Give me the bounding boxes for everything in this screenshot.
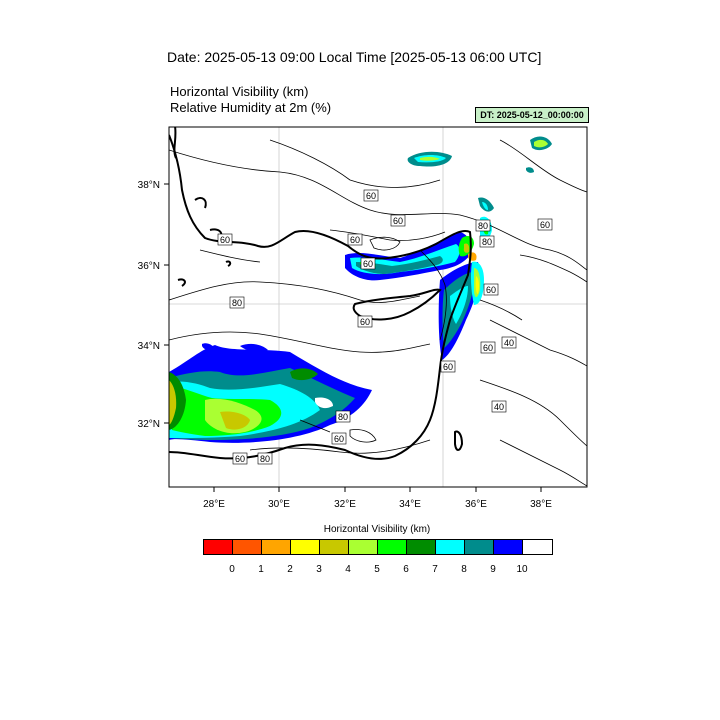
lat-label: 38°N — [138, 180, 160, 191]
colorbar-swatch — [436, 540, 465, 554]
lon-label: 36°E — [465, 499, 487, 510]
svg-text:80: 80 — [232, 298, 242, 308]
colorbar-swatch — [291, 540, 320, 554]
colorbar-swatch — [204, 540, 233, 554]
contour-label: 60 — [390, 214, 406, 227]
contour-label: 40 — [491, 400, 507, 413]
contour-label: 80 — [335, 410, 351, 423]
svg-text:60: 60 — [220, 235, 230, 245]
svg-text:60: 60 — [235, 454, 245, 464]
colorbar-label: 6 — [403, 564, 409, 575]
svg-text:60: 60 — [443, 362, 453, 372]
contour-label: 60 — [347, 233, 363, 246]
colorbar-title: Horizontal Visibility (km) — [323, 524, 431, 535]
contour-label: 60 — [232, 452, 248, 465]
colorbar-label: 10 — [516, 564, 528, 575]
lon-label: 32°E — [334, 499, 356, 510]
svg-text:40: 40 — [494, 402, 504, 412]
visibility-shading-libya — [169, 343, 372, 443]
svg-text:60: 60 — [483, 343, 493, 353]
contour-label: 60 — [331, 432, 347, 445]
contour-label: 60 — [360, 257, 376, 270]
coastline — [169, 127, 472, 460]
contour-label: 60 — [480, 341, 496, 354]
contour-label: 80 — [479, 235, 495, 248]
svg-text:60: 60 — [350, 235, 360, 245]
visibility-shading-anatolia — [407, 136, 552, 173]
field-label-humidity: Relative Humidity at 2m (%) — [170, 100, 332, 115]
svg-text:40: 40 — [504, 338, 514, 348]
svg-text:60: 60 — [363, 259, 373, 269]
contour-label: 60 — [357, 315, 373, 328]
chart-title: Date: 2025-05-13 09:00 Local Time [2025-… — [167, 49, 542, 65]
colorbar — [203, 539, 553, 555]
lat-label: 32°N — [138, 419, 160, 430]
colorbar-label: 9 — [490, 564, 496, 575]
svg-text:60: 60 — [334, 434, 344, 444]
svg-text:80: 80 — [260, 454, 270, 464]
colorbar-swatch — [523, 540, 552, 554]
contour-label: 80 — [475, 219, 491, 232]
contour-label: 60 — [0, 0, 5, 2]
contour-label: 60 — [440, 360, 456, 373]
lat-label: 34°N — [138, 341, 160, 352]
colorbar-label: 8 — [461, 564, 467, 575]
contour-label: 60 — [537, 218, 553, 231]
colorbar-swatch — [262, 540, 291, 554]
field-label-visibility: Horizontal Visibility (km) — [170, 84, 309, 99]
svg-text:80: 80 — [338, 412, 348, 422]
axis-labels: 28°E 30°E 32°E 34°E 36°E 38°E 38°N 36°N … — [138, 180, 553, 510]
colorbar-swatch — [349, 540, 378, 554]
contour-label-group: 60 60 60 60 60 80 80 60 60 60 40 60 80 8… — [0, 0, 553, 465]
contour-label: 40 — [501, 336, 517, 349]
colorbar-label: 4 — [345, 564, 351, 575]
lat-label: 36°N — [138, 261, 160, 272]
svg-text:60: 60 — [393, 216, 403, 226]
visibility-shading-levant — [345, 197, 494, 360]
map-frame — [168, 126, 588, 488]
lon-label: 28°E — [203, 499, 225, 510]
svg-text:60: 60 — [540, 220, 550, 230]
svg-text:60: 60 — [366, 191, 376, 201]
svg-text:60: 60 — [486, 285, 496, 295]
contour-label: 60 — [217, 233, 233, 246]
contour-label: 60 — [483, 283, 499, 296]
humidity-contours — [169, 139, 587, 487]
colorbar-label: 1 — [258, 564, 264, 575]
colorbar-swatch — [407, 540, 436, 554]
colorbar-label: 0 — [229, 564, 235, 575]
lon-label: 38°E — [530, 499, 552, 510]
lon-label: 34°E — [399, 499, 421, 510]
colorbar-label: 2 — [287, 564, 293, 575]
colorbar-label: 3 — [316, 564, 322, 575]
contour-label: 80 — [229, 296, 245, 309]
axis-ticks — [164, 183, 542, 492]
colorbar-label: 5 — [374, 564, 380, 575]
contour-label: 60 — [363, 189, 379, 202]
lon-label: 30°E — [268, 499, 290, 510]
colorbar-swatch — [494, 540, 523, 554]
svg-text:80: 80 — [482, 237, 492, 247]
colorbar-swatch — [233, 540, 262, 554]
svg-text:60: 60 — [360, 317, 370, 327]
colorbar-label: 7 — [432, 564, 438, 575]
svg-text:80: 80 — [478, 221, 488, 231]
colorbar-swatch — [378, 540, 407, 554]
colorbar-swatch — [320, 540, 349, 554]
init-time-badge: DT: 2025-05-12_00:00:00 — [475, 107, 589, 123]
colorbar-swatch — [465, 540, 494, 554]
contour-label: 80 — [257, 452, 273, 465]
